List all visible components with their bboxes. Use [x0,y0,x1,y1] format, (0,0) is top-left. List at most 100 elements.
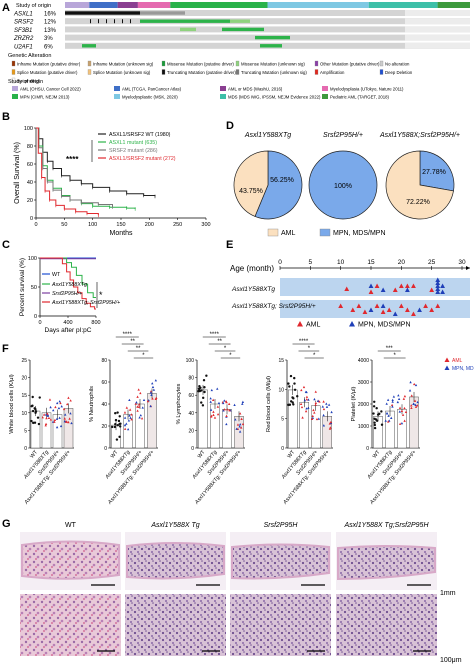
data-point [36,416,40,419]
data-point [209,397,212,400]
data-point [197,389,200,393]
y-tick-label: 40 [101,402,107,408]
data-point [318,400,321,403]
data-point [116,423,120,427]
gene-name: ASXL1 [13,12,33,18]
aml-marker [429,287,435,292]
significance: * [99,290,103,300]
scale-label-bottom: 100μm [440,657,462,664]
data-point [110,425,114,429]
data-point [305,407,308,410]
y-tick-label: 50 [31,285,37,291]
data-point [373,421,376,424]
data-point [403,394,407,398]
mutation-bar [82,44,96,48]
mutation-tick [130,19,131,24]
data-point [38,396,41,399]
study-swatch [114,86,120,91]
aml-marker [411,311,416,316]
data-point [293,376,296,380]
data-point [151,385,155,389]
data-point [69,399,72,402]
data-point [223,399,226,402]
y-tick-label: 20 [101,424,107,430]
legend-label: MPN, MDS/MPN [358,322,411,329]
legend-swatch [235,69,240,75]
oncoprint: ASXL1 16% SRSF2 12% SF3B1 13% ZRZR2 3% U2AF1 6% [13,2,470,50]
column-title: Asxl1Y588X Tg [150,522,199,529]
y-tick-label: 10 [278,387,284,393]
legend-label: Asxl1Y588XTg; Srsf2P95H/+ [51,300,120,306]
data-point [391,398,394,402]
legend-marker [349,321,355,327]
not-profiled [405,34,470,41]
data-point [203,386,206,389]
data-point [128,414,131,417]
panel-label-d: D [226,120,234,132]
band-double [280,300,470,318]
data-point [241,402,244,405]
data-point [138,416,141,419]
y-tick-label: 60 [188,393,194,399]
data-point [134,402,137,405]
aml-marker [356,303,362,308]
data-point [241,400,245,403]
mutation-bar [65,11,140,15]
y-tick-label: 0 [24,446,27,452]
data-point [401,413,405,416]
legend-label: SRSF2 mutant (286) [109,148,158,154]
data-point [322,407,326,411]
bar [222,409,232,449]
data-point [58,416,61,419]
data-point [201,404,205,407]
mutation-tick [98,19,99,24]
x-tick-label: 100 [88,222,97,228]
data-point [409,380,412,384]
data-point [203,390,206,394]
column-title: WT [65,522,77,529]
study-label: Pediatric AML (TARGET, 2018) [330,95,390,100]
mutation-tick [122,19,123,24]
data-point [53,418,57,421]
mutation-bar [260,44,282,48]
data-point [311,414,314,418]
data-point [60,405,63,408]
data-point [216,405,220,408]
data-point [235,427,238,430]
data-point [117,419,121,423]
mpn-marker [435,283,441,288]
data-point [130,418,133,421]
data-point [289,400,293,403]
data-point [375,419,379,422]
data-point [63,420,66,423]
legend-marker [297,321,303,327]
legend-swatch [379,69,384,75]
data-point [200,401,203,404]
data-point [205,374,208,377]
gene-track [65,18,470,25]
data-point [212,410,215,413]
study-label: AML (OHSU, Cancer Cell 2022) [20,87,81,92]
study-label: Myelodysplastic (MSK, 2020) [122,95,178,100]
pie-slice-mpn [254,150,303,220]
study-swatch [220,86,226,91]
data-point [390,403,394,407]
y-tick-label: 0 [191,446,194,452]
data-point [142,398,146,402]
tick-label: 0 [278,259,282,266]
significance: * [224,346,227,352]
data-point [398,422,402,425]
mutation-bar [140,19,230,23]
x-axis-label: Months [110,230,133,237]
legend-label: Amplification [320,70,345,75]
legend-label: AML [281,230,296,237]
data-point [300,405,304,409]
data-point [139,413,142,417]
data-point [375,407,378,410]
data-point [139,391,142,395]
data-point [287,403,290,407]
x-tick-label: 800 [91,320,100,326]
data-point [213,416,217,419]
legend-label: ASXL1 mutant (635) [109,140,157,146]
data-point [216,387,219,390]
